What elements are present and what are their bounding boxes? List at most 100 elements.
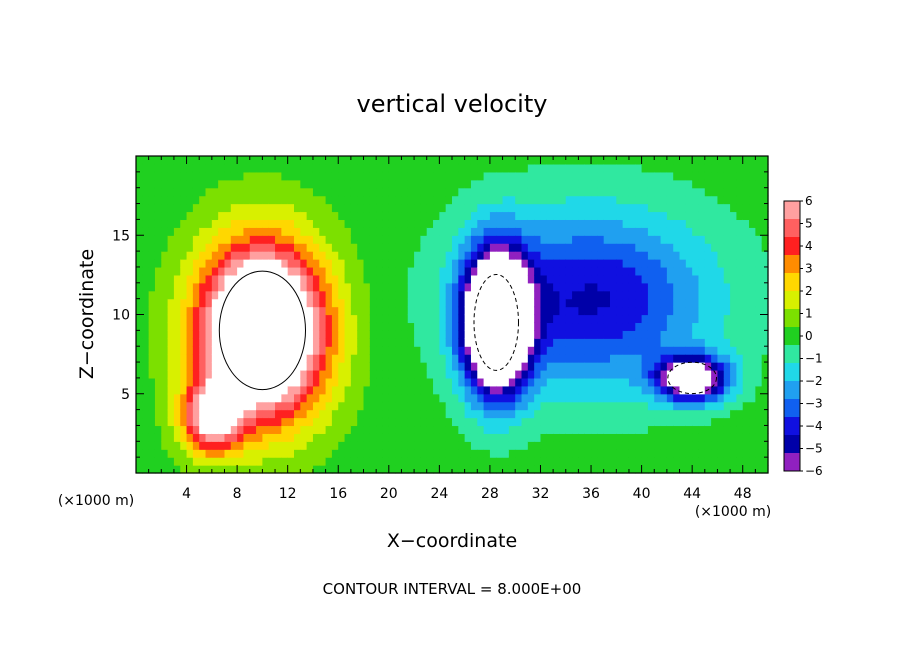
colorbar-segment <box>784 381 800 400</box>
field-cell <box>660 171 668 181</box>
field-cell <box>395 290 403 300</box>
field-cell <box>262 449 270 458</box>
field-cell <box>559 251 567 260</box>
field-cell <box>338 346 346 355</box>
field-cell <box>591 441 598 450</box>
field-cell <box>268 449 276 458</box>
field-cell <box>584 266 592 276</box>
field-cell <box>237 243 245 252</box>
field-cell <box>338 369 346 379</box>
field-cell <box>136 211 143 221</box>
field-cell <box>154 227 162 236</box>
field-cell <box>388 187 396 197</box>
field-cell <box>344 409 352 419</box>
field-cell <box>723 449 731 458</box>
field-cell <box>173 179 181 189</box>
field-cell <box>730 393 737 403</box>
field-cell <box>565 354 573 363</box>
field-cell <box>553 259 561 268</box>
field-cell <box>572 179 579 189</box>
field-cell <box>572 259 579 268</box>
field-cell <box>445 362 453 371</box>
field-cell <box>142 449 150 458</box>
field-cell <box>205 290 213 300</box>
field-cell <box>565 203 573 213</box>
field-cell <box>439 298 447 308</box>
field-cell <box>312 235 320 244</box>
field-cell <box>262 433 270 442</box>
field-cell <box>136 282 143 292</box>
field-cell <box>357 425 365 434</box>
field-cell <box>673 235 681 244</box>
field-cell <box>300 377 308 387</box>
field-cell <box>553 338 561 347</box>
field-cell <box>591 338 598 347</box>
field-cell <box>376 274 384 284</box>
field-cell <box>717 219 725 228</box>
field-cell <box>211 251 219 260</box>
field-cell <box>249 346 257 355</box>
field-cell <box>553 195 561 205</box>
field-cell <box>445 425 453 434</box>
field-cell <box>736 409 744 419</box>
contour-line <box>667 361 717 395</box>
field-cell <box>205 346 213 355</box>
field-cell <box>572 433 579 442</box>
field-cell <box>496 156 504 165</box>
field-cell <box>275 195 282 205</box>
field-cell <box>666 290 674 300</box>
field-cell <box>376 156 384 165</box>
field-cell <box>192 425 200 434</box>
field-cell <box>723 259 731 268</box>
field-cell <box>445 433 453 442</box>
field-cell <box>496 290 504 300</box>
field-cell <box>173 457 181 466</box>
field-cell <box>622 219 630 228</box>
field-cell <box>736 211 744 221</box>
field-cell <box>224 441 232 450</box>
field-cell <box>666 171 674 181</box>
field-cell <box>211 401 219 411</box>
field-cell <box>470 156 478 165</box>
field-cell <box>641 346 649 355</box>
field-cell <box>761 274 769 284</box>
field-cell <box>730 290 737 300</box>
field-cell <box>154 251 162 260</box>
field-cell <box>502 274 510 284</box>
field-cell <box>407 259 415 268</box>
field-cell <box>698 417 706 427</box>
field-cell <box>306 156 314 165</box>
field-cell <box>256 409 263 419</box>
field-cell <box>521 385 529 395</box>
field-cell <box>148 290 156 300</box>
field-cell <box>616 465 624 474</box>
field-cell <box>382 227 390 236</box>
field-cell <box>483 282 491 292</box>
field-cell <box>553 266 561 276</box>
field-cell <box>281 171 289 181</box>
field-cell <box>515 171 523 181</box>
colorbar-tick-label: −5 <box>805 442 823 456</box>
colorbar-segment <box>784 363 800 382</box>
field-cell <box>711 219 719 228</box>
field-cell <box>294 266 301 276</box>
field-cell <box>192 156 200 165</box>
field-cell <box>540 298 548 308</box>
field-cell <box>742 338 750 347</box>
field-cell <box>603 187 611 197</box>
field-cell <box>407 330 415 339</box>
field-cell <box>553 203 561 213</box>
field-cell <box>489 171 497 181</box>
field-cell <box>256 354 263 363</box>
field-cell <box>660 203 668 213</box>
field-cell <box>211 449 219 458</box>
field-cell <box>660 187 668 197</box>
field-cell <box>761 330 769 339</box>
field-cell <box>711 195 719 205</box>
field-cell <box>527 465 535 474</box>
field-cell <box>565 282 573 292</box>
field-cell <box>211 298 219 308</box>
field-cell <box>489 369 497 379</box>
field-cell <box>275 409 282 419</box>
x-tick-label: 32 <box>532 486 550 502</box>
